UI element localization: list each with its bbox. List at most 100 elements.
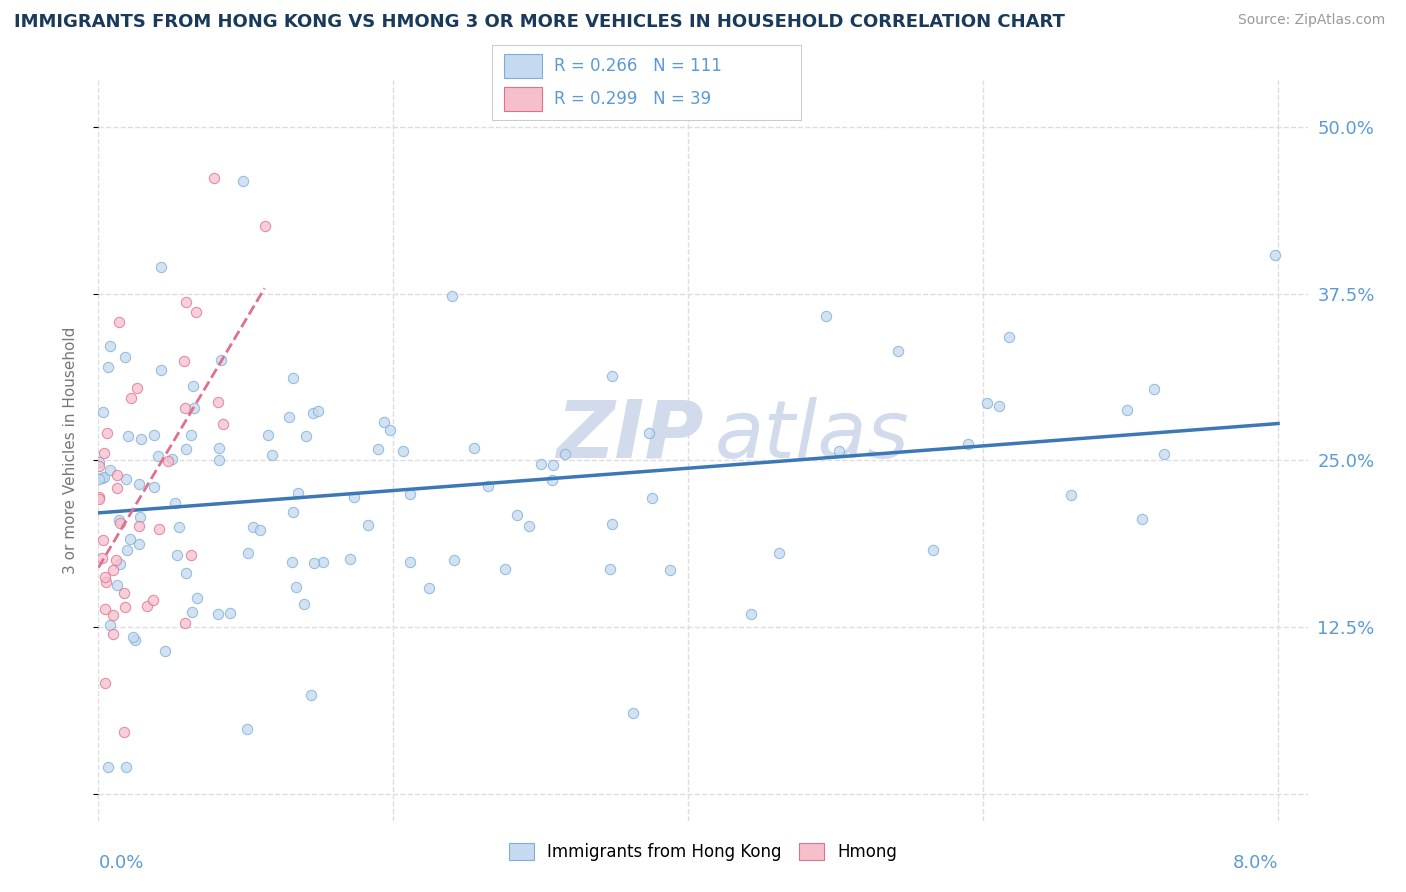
Point: [105, 468, 128, 483]
Point: [121, 630, 143, 644]
Point: [162, 451, 184, 466]
Point: [129, 432, 152, 446]
Point: [249, 523, 271, 537]
Point: [93, 676, 115, 690]
Point: [638, 425, 661, 440]
Point: [540, 473, 562, 487]
Point: [183, 401, 205, 415]
Point: [94, 602, 117, 616]
Point: [814, 309, 837, 323]
Text: ZIP: ZIP: [555, 397, 703, 475]
Point: [115, 472, 138, 486]
Text: 0.0%: 0.0%: [98, 854, 143, 872]
Point: [399, 555, 422, 569]
Point: [1264, 248, 1286, 262]
Point: [443, 553, 465, 567]
Point: [128, 537, 150, 551]
Point: [357, 518, 380, 533]
Point: [98, 617, 121, 632]
Point: [295, 428, 318, 442]
Point: [114, 600, 136, 615]
Point: [163, 496, 186, 510]
Point: [1116, 403, 1139, 417]
Point: [142, 592, 165, 607]
Point: [173, 354, 195, 368]
Point: [93, 405, 115, 419]
Point: [299, 689, 322, 703]
Text: R = 0.266   N = 111: R = 0.266 N = 111: [554, 57, 721, 75]
Point: [97, 360, 120, 375]
Point: [94, 570, 117, 584]
Point: [146, 450, 169, 464]
Legend: Immigrants from Hong Kong, Hmong: Immigrants from Hong Kong, Hmong: [502, 837, 904, 868]
Point: [114, 350, 136, 364]
Point: [1132, 512, 1154, 526]
Bar: [505, 87, 541, 112]
Point: [91, 470, 114, 484]
Point: [174, 295, 197, 310]
Point: [343, 490, 366, 504]
Point: [976, 396, 998, 410]
Point: [180, 548, 202, 562]
Point: [477, 479, 499, 493]
Point: [287, 486, 309, 500]
Point: [302, 557, 325, 571]
Point: [143, 480, 166, 494]
Point: [256, 428, 278, 442]
Point: [100, 463, 122, 477]
Point: [506, 508, 529, 523]
Point: [180, 428, 202, 442]
Point: [886, 344, 908, 359]
Point: [112, 725, 135, 739]
Point: [186, 591, 208, 606]
Point: [149, 363, 172, 377]
Text: R = 0.299   N = 39: R = 0.299 N = 39: [554, 90, 711, 108]
Point: [108, 315, 131, 329]
Point: [1143, 382, 1166, 396]
Text: Source: ZipAtlas.com: Source: ZipAtlas.com: [1237, 13, 1385, 28]
Point: [96, 574, 118, 589]
Point: [181, 379, 204, 393]
Point: [236, 722, 259, 736]
Point: [658, 563, 681, 577]
Point: [112, 586, 135, 600]
Point: [236, 546, 259, 560]
Point: [641, 491, 664, 505]
Point: [128, 519, 150, 533]
Point: [91, 533, 114, 547]
Point: [174, 442, 197, 456]
Point: [89, 455, 111, 469]
Point: [105, 578, 128, 592]
Point: [103, 608, 125, 623]
Point: [554, 447, 576, 461]
Point: [621, 706, 644, 720]
Point: [301, 405, 323, 419]
Point: [93, 446, 115, 460]
Point: [495, 561, 517, 575]
Point: [208, 441, 231, 455]
Point: [104, 553, 127, 567]
Point: [277, 409, 299, 424]
Point: [768, 546, 790, 560]
Point: [232, 174, 254, 188]
Point: [541, 458, 564, 472]
Point: [373, 416, 395, 430]
Point: [312, 555, 335, 569]
Point: [367, 442, 389, 457]
Point: [209, 353, 232, 368]
Text: IMMIGRANTS FROM HONG KONG VS HMONG 3 OR MORE VEHICLES IN HOUSEHOLD CORRELATION C: IMMIGRANTS FROM HONG KONG VS HMONG 3 OR …: [14, 13, 1064, 31]
Point: [440, 289, 463, 303]
Point: [285, 580, 308, 594]
Point: [998, 329, 1021, 343]
Point: [87, 491, 110, 506]
Point: [105, 481, 128, 495]
Point: [463, 441, 485, 455]
Point: [1153, 447, 1175, 461]
Point: [156, 454, 179, 468]
Point: [987, 399, 1010, 413]
Point: [207, 607, 229, 622]
Point: [392, 443, 415, 458]
Point: [108, 513, 131, 527]
Point: [208, 452, 231, 467]
Point: [1059, 488, 1081, 502]
